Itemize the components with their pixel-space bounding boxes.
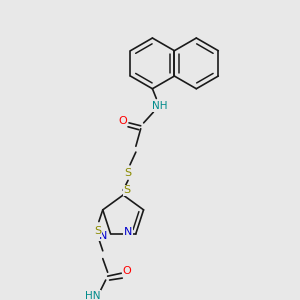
Text: O: O (123, 266, 131, 276)
Text: S: S (94, 226, 101, 236)
Text: HN: HN (85, 291, 101, 300)
Text: O: O (119, 116, 128, 126)
Text: N: N (124, 227, 132, 237)
Text: N: N (99, 231, 107, 241)
Text: S: S (124, 168, 132, 178)
Text: S: S (124, 185, 130, 195)
Text: NH: NH (152, 101, 168, 111)
